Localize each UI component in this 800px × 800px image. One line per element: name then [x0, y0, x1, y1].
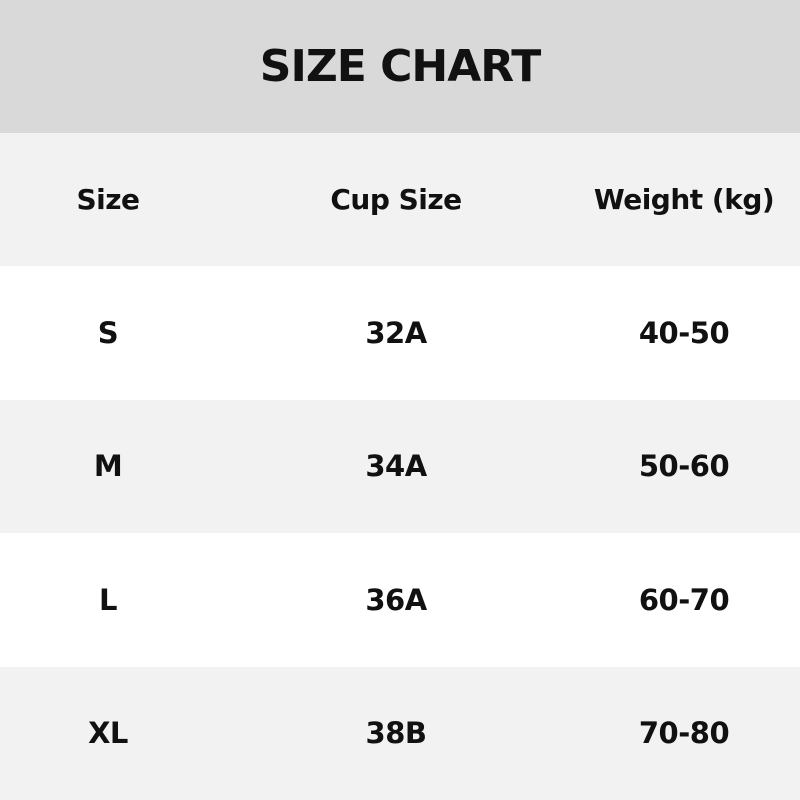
weight-cell: 40-50	[638, 316, 730, 351]
weight-cell: 70-80	[638, 716, 730, 751]
size-cell: S	[97, 316, 119, 351]
cup-size-cell: 32A	[365, 316, 427, 351]
cup-size-cell: 38B	[365, 716, 427, 751]
size-cell: M	[93, 449, 123, 484]
column-header-cup-size: Cup Size	[330, 183, 462, 217]
size-table: Size Cup Size Weight (kg) S 32A 40-50 M …	[0, 133, 800, 800]
table-row: L 36A 60-70	[0, 533, 800, 666]
cup-size-cell: 36A	[365, 582, 427, 617]
weight-cell: 60-70	[638, 582, 730, 617]
cup-size-cell: 34A	[365, 449, 427, 484]
table-header-row: Size Cup Size Weight (kg)	[0, 133, 800, 267]
column-header-size: Size	[76, 183, 140, 217]
table-row: M 34A 50-60	[0, 399, 800, 534]
table-row: S 32A 40-50	[0, 266, 800, 399]
page-title: SIZE CHART	[259, 41, 541, 92]
weight-cell: 50-60	[638, 449, 730, 484]
title-bar: SIZE CHART	[0, 0, 800, 133]
column-header-weight: Weight (kg)	[593, 183, 775, 217]
table-row: XL 38B 70-80	[0, 666, 800, 800]
size-cell: XL	[88, 716, 128, 751]
size-cell: L	[99, 582, 117, 617]
